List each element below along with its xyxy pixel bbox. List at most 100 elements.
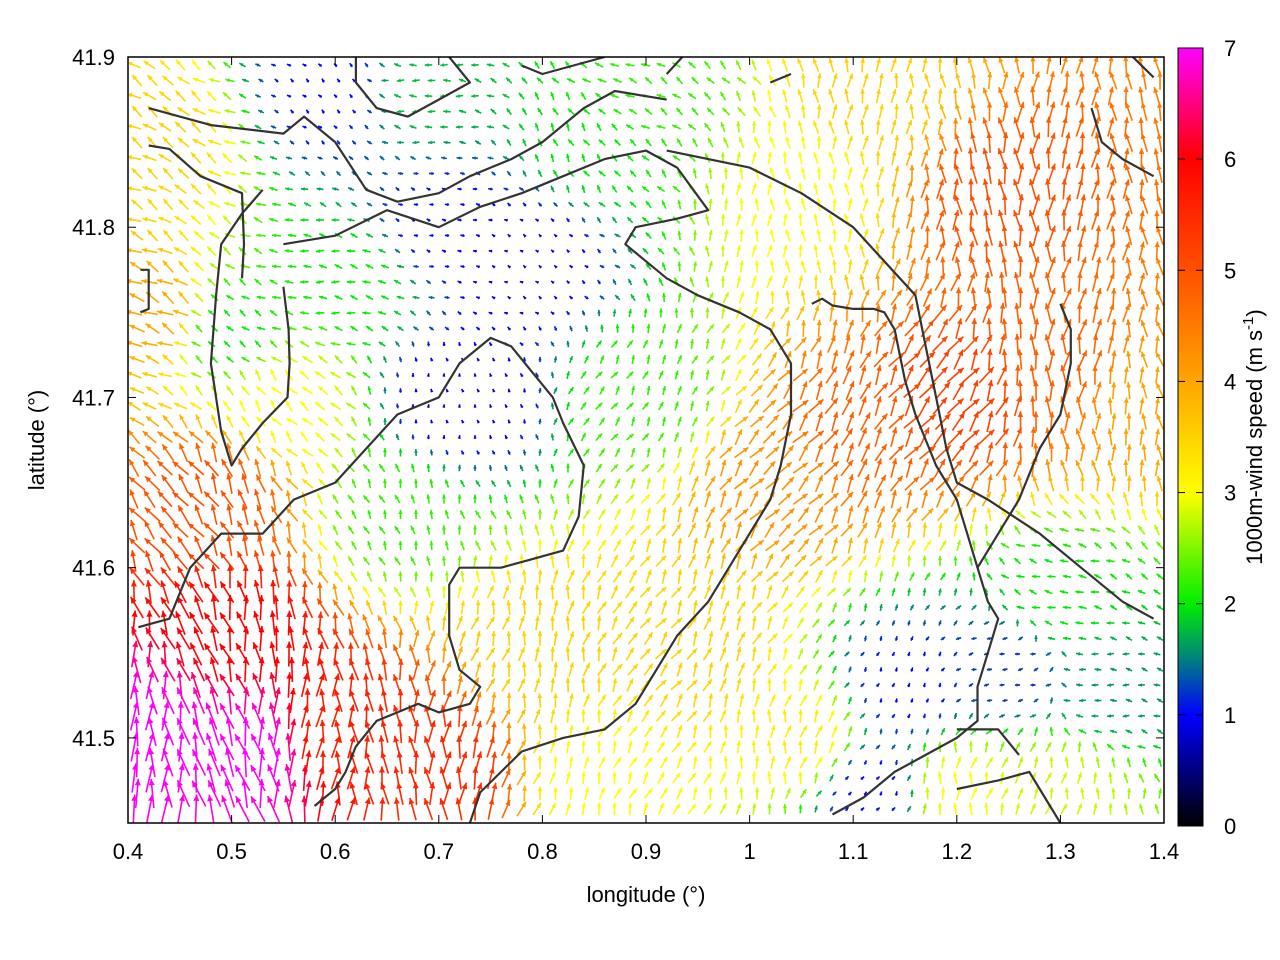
wind-vector [178,354,189,365]
wind-vector [612,694,623,707]
wind-vector [380,751,390,774]
wind-vector [241,778,249,809]
wind-vector [987,348,993,371]
wind-vector [222,91,232,101]
wind-vector [257,109,265,114]
wind-vector [841,555,853,567]
wind-vector [553,539,559,552]
wind-vector [935,490,945,508]
wind-vector [739,167,744,180]
wind-vector [641,401,650,411]
wind-vector [346,433,356,441]
wind-vector [874,554,882,568]
wind-vector [595,432,603,442]
wind-vector [266,795,281,823]
wind-vector [318,264,328,269]
wind-vector [222,400,232,412]
wind-vector [998,57,1006,74]
wind-vector [814,569,824,584]
wind-vector [614,294,621,301]
wind-vector [1094,698,1102,703]
wind-vector [1137,525,1146,535]
wind-vector [129,355,145,364]
wind-vector [412,781,419,806]
wind-vector [797,89,804,103]
wind-vector [925,256,931,277]
wind-vector [377,614,387,632]
wind-vector [1154,397,1160,415]
wind-vector [426,404,430,408]
wind-vector [751,678,757,692]
wind-vector [144,567,161,586]
wind-vector [598,756,606,769]
wind-vector [566,340,570,348]
wind-vector [414,478,418,489]
wind-vector [398,478,403,489]
wind-vector [670,648,683,660]
wind-vector [346,249,356,253]
wind-vector [655,524,667,536]
wind-vector [565,677,571,693]
wind-vector [1076,209,1084,231]
wind-vector [440,63,448,67]
wind-vector [1032,256,1040,277]
wind-vector [582,662,591,677]
wind-vector [476,419,481,424]
wind-vector [254,340,262,348]
wind-vector [907,713,911,719]
wind-vector [831,757,838,768]
wind-vector [475,265,481,269]
wind-vector [145,415,160,428]
wind-vector [660,107,668,116]
wind-vector [172,460,189,476]
wind-vector [222,215,232,225]
wind-vector [550,677,556,693]
wind-vector [612,663,623,676]
wind-vector [396,264,405,269]
wind-vector [736,740,741,754]
wind-vector [751,771,757,785]
wind-vector [350,355,358,364]
wind-vector [157,431,173,443]
wind-vector [1121,272,1131,292]
wind-vector [1122,714,1130,718]
wind-vector [907,682,911,688]
wind-vector [829,774,834,782]
wind-vector [334,263,343,270]
wind-vector [1126,413,1132,430]
wind-vector [457,494,462,504]
wind-vector [522,539,527,552]
wind-vector [971,636,977,641]
wind-vector [395,217,400,223]
wind-vector [131,167,143,180]
wind-vector [736,76,747,85]
wind-vector [457,435,461,439]
wind-vector [550,311,555,316]
wind-vector [176,671,183,699]
wind-vector [1156,132,1163,153]
wind-vector [1001,728,1009,735]
wind-vector [219,521,235,539]
wind-vector [426,525,431,535]
wind-vector [985,225,994,246]
wind-vector [1061,209,1067,231]
wind-vector [1107,397,1113,415]
wind-vector [128,248,142,254]
wind-vector [596,601,608,614]
wind-vector [380,719,389,744]
wind-vector [922,57,928,73]
wind-vector [794,554,807,568]
wind-vector [1125,635,1133,642]
wind-vector [691,386,699,395]
wind-vector [1048,475,1055,492]
wind-vector [1142,788,1147,799]
wind-vector [254,458,262,478]
wind-vector [1017,380,1023,401]
wind-vector [333,416,344,427]
wind-vector [569,325,573,332]
wind-vector [1059,559,1069,563]
wind-vector [1075,117,1084,137]
wind-vector [506,722,512,741]
wind-vector [471,125,479,129]
